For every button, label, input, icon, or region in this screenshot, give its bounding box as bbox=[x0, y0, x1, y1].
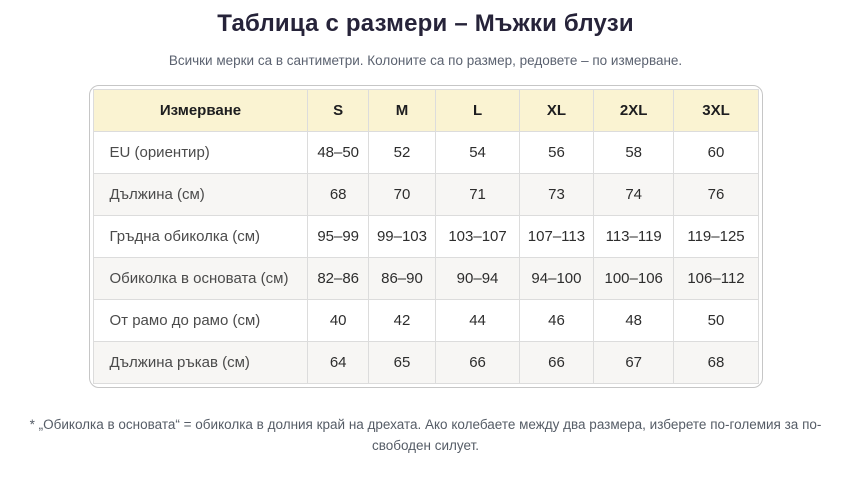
value-cell: 70 bbox=[367, 173, 437, 216]
size-table-header-row: Измерване S M L XL 2XL 3XL bbox=[92, 89, 759, 132]
value-cell: 54 bbox=[435, 131, 521, 174]
header-cell-size-3XL: 3XL bbox=[673, 89, 759, 132]
value-cell: 94–100 bbox=[519, 257, 594, 300]
size-table-container: Измерване S M L XL 2XL 3XL EU (ориентир) 48–50 5… bbox=[88, 85, 763, 388]
value-cell: 67 bbox=[592, 341, 675, 384]
row-label: Гръдна обиколка (см) bbox=[92, 215, 309, 258]
value-cell: 113–119 bbox=[592, 215, 675, 258]
value-cell: 52 bbox=[367, 131, 437, 174]
value-cell: 107–113 bbox=[519, 215, 594, 258]
size-chart-page: Таблица с размери – Мъжки блузи Всички м… bbox=[29, 10, 822, 453]
page-title: Таблица с размери – Мъжки блузи bbox=[217, 10, 634, 37]
value-cell: 48 bbox=[592, 299, 675, 342]
row-label: Дължина (см) bbox=[92, 173, 309, 216]
value-cell: 73 bbox=[519, 173, 594, 216]
value-cell: 66 bbox=[519, 341, 594, 384]
value-cell: 68 bbox=[673, 341, 759, 384]
value-cell: 90–94 bbox=[435, 257, 521, 300]
header-cell-measurement: Измерване bbox=[92, 89, 309, 132]
size-table-body: EU (ориентир) 48–50 52 54 56 58 60 Дължина (см)… bbox=[92, 131, 759, 384]
table-row: От рамо до рамо (см) 40 42 44 46 48 50 bbox=[92, 299, 759, 342]
row-label: От рамо до рамо (см) bbox=[92, 299, 309, 342]
footnote: * „Обиколка в основата“ = обиколка в дол… bbox=[29, 417, 822, 453]
row-label: EU (ориентир) bbox=[92, 131, 309, 174]
value-cell: 74 bbox=[592, 173, 675, 216]
value-cell: 50 bbox=[673, 299, 759, 342]
value-cell: 48–50 bbox=[307, 131, 369, 174]
row-label: Дължина ръкав (см) bbox=[92, 341, 309, 384]
value-cell: 58 bbox=[592, 131, 675, 174]
value-cell: 100–106 bbox=[592, 257, 675, 300]
header-cell-size-XL: XL bbox=[519, 89, 594, 132]
value-cell: 103–107 bbox=[435, 215, 521, 258]
value-cell: 56 bbox=[519, 131, 594, 174]
value-cell: 119–125 bbox=[673, 215, 759, 258]
header-cell-size-S: S bbox=[307, 89, 369, 132]
value-cell: 71 bbox=[435, 173, 521, 216]
header-cell-size-2XL: 2XL bbox=[592, 89, 675, 132]
value-cell: 66 bbox=[435, 341, 521, 384]
value-cell: 64 bbox=[307, 341, 369, 384]
table-row: Гръдна обиколка (см) 95–99 99–103 103–107 10… bbox=[92, 215, 759, 258]
size-table: Измерване S M L XL 2XL 3XL EU (ориентир) 48–50 5… bbox=[92, 89, 759, 384]
header-cell-size-M: M bbox=[367, 89, 437, 132]
table-row: Дължина ръкав (см) 64 65 66 66 67 68 bbox=[92, 341, 759, 384]
table-row: Дължина (см) 68 70 71 73 74 76 bbox=[92, 173, 759, 216]
value-cell: 95–99 bbox=[307, 215, 369, 258]
value-cell: 46 bbox=[519, 299, 594, 342]
table-row: Обиколка в основата (см) 82–86 86–90 90–94 9… bbox=[92, 257, 759, 300]
page-subtitle: Всички мерки са в сантиметри. Колоните с… bbox=[168, 53, 683, 68]
value-cell: 76 bbox=[673, 173, 759, 216]
value-cell: 82–86 bbox=[307, 257, 369, 300]
value-cell: 99–103 bbox=[367, 215, 437, 258]
table-row: EU (ориентир) 48–50 52 54 56 58 60 bbox=[92, 131, 759, 174]
value-cell: 42 bbox=[367, 299, 437, 342]
size-table-head: Измерване S M L XL 2XL 3XL bbox=[92, 89, 759, 132]
row-label: Обиколка в основата (см) bbox=[92, 257, 309, 300]
value-cell: 106–112 bbox=[673, 257, 759, 300]
header-cell-size-L: L bbox=[435, 89, 521, 132]
value-cell: 40 bbox=[307, 299, 369, 342]
value-cell: 60 bbox=[673, 131, 759, 174]
value-cell: 86–90 bbox=[367, 257, 437, 300]
value-cell: 65 bbox=[367, 341, 437, 384]
value-cell: 44 bbox=[435, 299, 521, 342]
value-cell: 68 bbox=[307, 173, 369, 216]
